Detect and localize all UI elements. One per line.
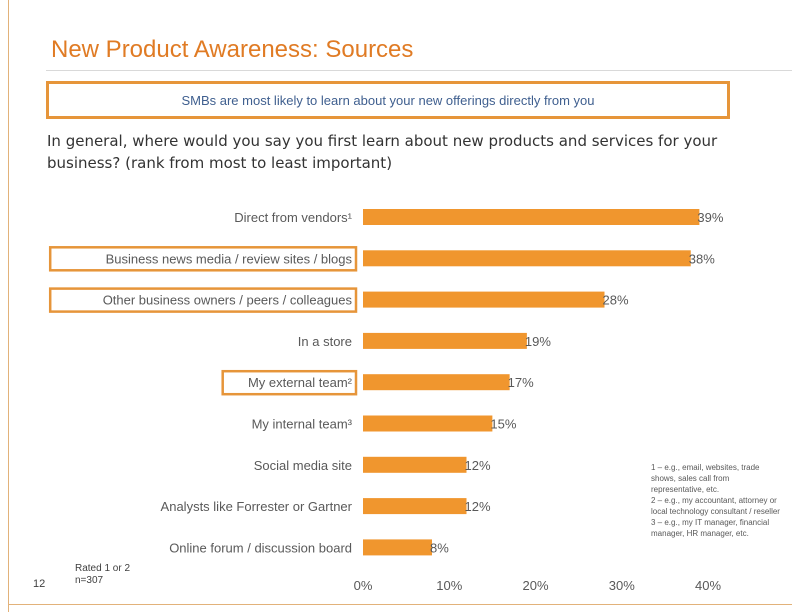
category-label-other-business-owners-peers-colleagues: Other business owners / peers / colleagu… [103,293,353,308]
category-label-online-forum-discussion-board: Online forum / discussion board [169,540,352,555]
sample-size: n=307 [75,575,104,586]
x-tick-label-10: 10% [436,578,462,593]
bar-direct-from-vendors [363,209,700,225]
frame-left-line [8,0,9,612]
bar-analysts-like-forrester-or-gartner [363,498,467,515]
title-divider [46,70,792,71]
x-tick-label-20: 20% [522,578,548,593]
category-label-direct-from-vendors: Direct from vendors¹ [234,210,352,225]
highlight-box-other-business-owners-peers-colleagues [48,287,358,313]
highlight-box-business-news-media-review-sites-blogs [48,246,358,272]
value-label-analysts-like-forrester-or-gartner: 12% [465,499,491,514]
highlight-box-my-external-team [221,369,358,396]
x-tick-label-0: 0% [354,578,373,593]
value-label-direct-from-vendors: 39% [697,210,723,225]
footnote-1: 1 – e.g., email, websites, trade shows, … [651,463,760,494]
bar-social-media-site [363,456,467,473]
bar-my-internal-team [363,415,493,432]
value-label-online-forum-discussion-board: 8% [430,540,449,555]
x-tick-label-30: 30% [609,578,635,593]
page-title: New Product Awareness: Sources [51,36,414,63]
bar-in-a-store [363,332,527,349]
footnotes: 1 – e.g., email, websites, trade shows, … [651,462,783,539]
value-label-my-external-team: 17% [508,375,534,390]
key-finding-banner: SMBs are most likely to learn about your… [46,81,730,119]
bar-my-external-team [363,374,510,391]
bar-business-news-media-review-sites-blogs [363,250,691,267]
sample-note: Rated 1 or 2 n=307 [75,563,130,587]
category-label-my-internal-team: My internal team³ [252,417,353,432]
category-label-analysts-like-forrester-or-gartner: Analysts like Forrester or Gartner [161,499,353,514]
value-label-business-news-media-review-sites-blogs: 38% [689,251,715,266]
value-label-in-a-store: 19% [525,334,551,349]
category-label-in-a-store: In a store [298,334,352,349]
survey-question: In general, where would you say you firs… [47,132,718,172]
bar-other-business-owners-peers-colleagues [363,291,605,308]
category-label-business-news-media-review-sites-blogs: Business news media / review sites / blo… [106,251,353,266]
bar-online-forum-discussion-board [363,539,432,556]
category-label-social-media-site: Social media site [254,458,352,473]
value-label-social-media-site: 12% [465,458,491,473]
rated-label: Rated 1 or 2 [75,563,131,574]
x-tick-label-40: 40% [695,578,721,593]
frame-bottom-line [8,604,792,605]
footnote-3: 3 – e.g., my IT manager, financial manag… [651,518,770,538]
banner-text: SMBs are most likely to learn about your… [181,92,595,108]
category-label-my-external-team: My external team² [248,375,353,390]
page-number: 12 [33,578,46,590]
value-label-other-business-owners-peers-colleagues: 28% [603,293,629,308]
value-label-my-internal-team: 15% [490,417,516,432]
footnote-2: 2 – e.g., my accountant, attorney or loc… [651,496,780,516]
